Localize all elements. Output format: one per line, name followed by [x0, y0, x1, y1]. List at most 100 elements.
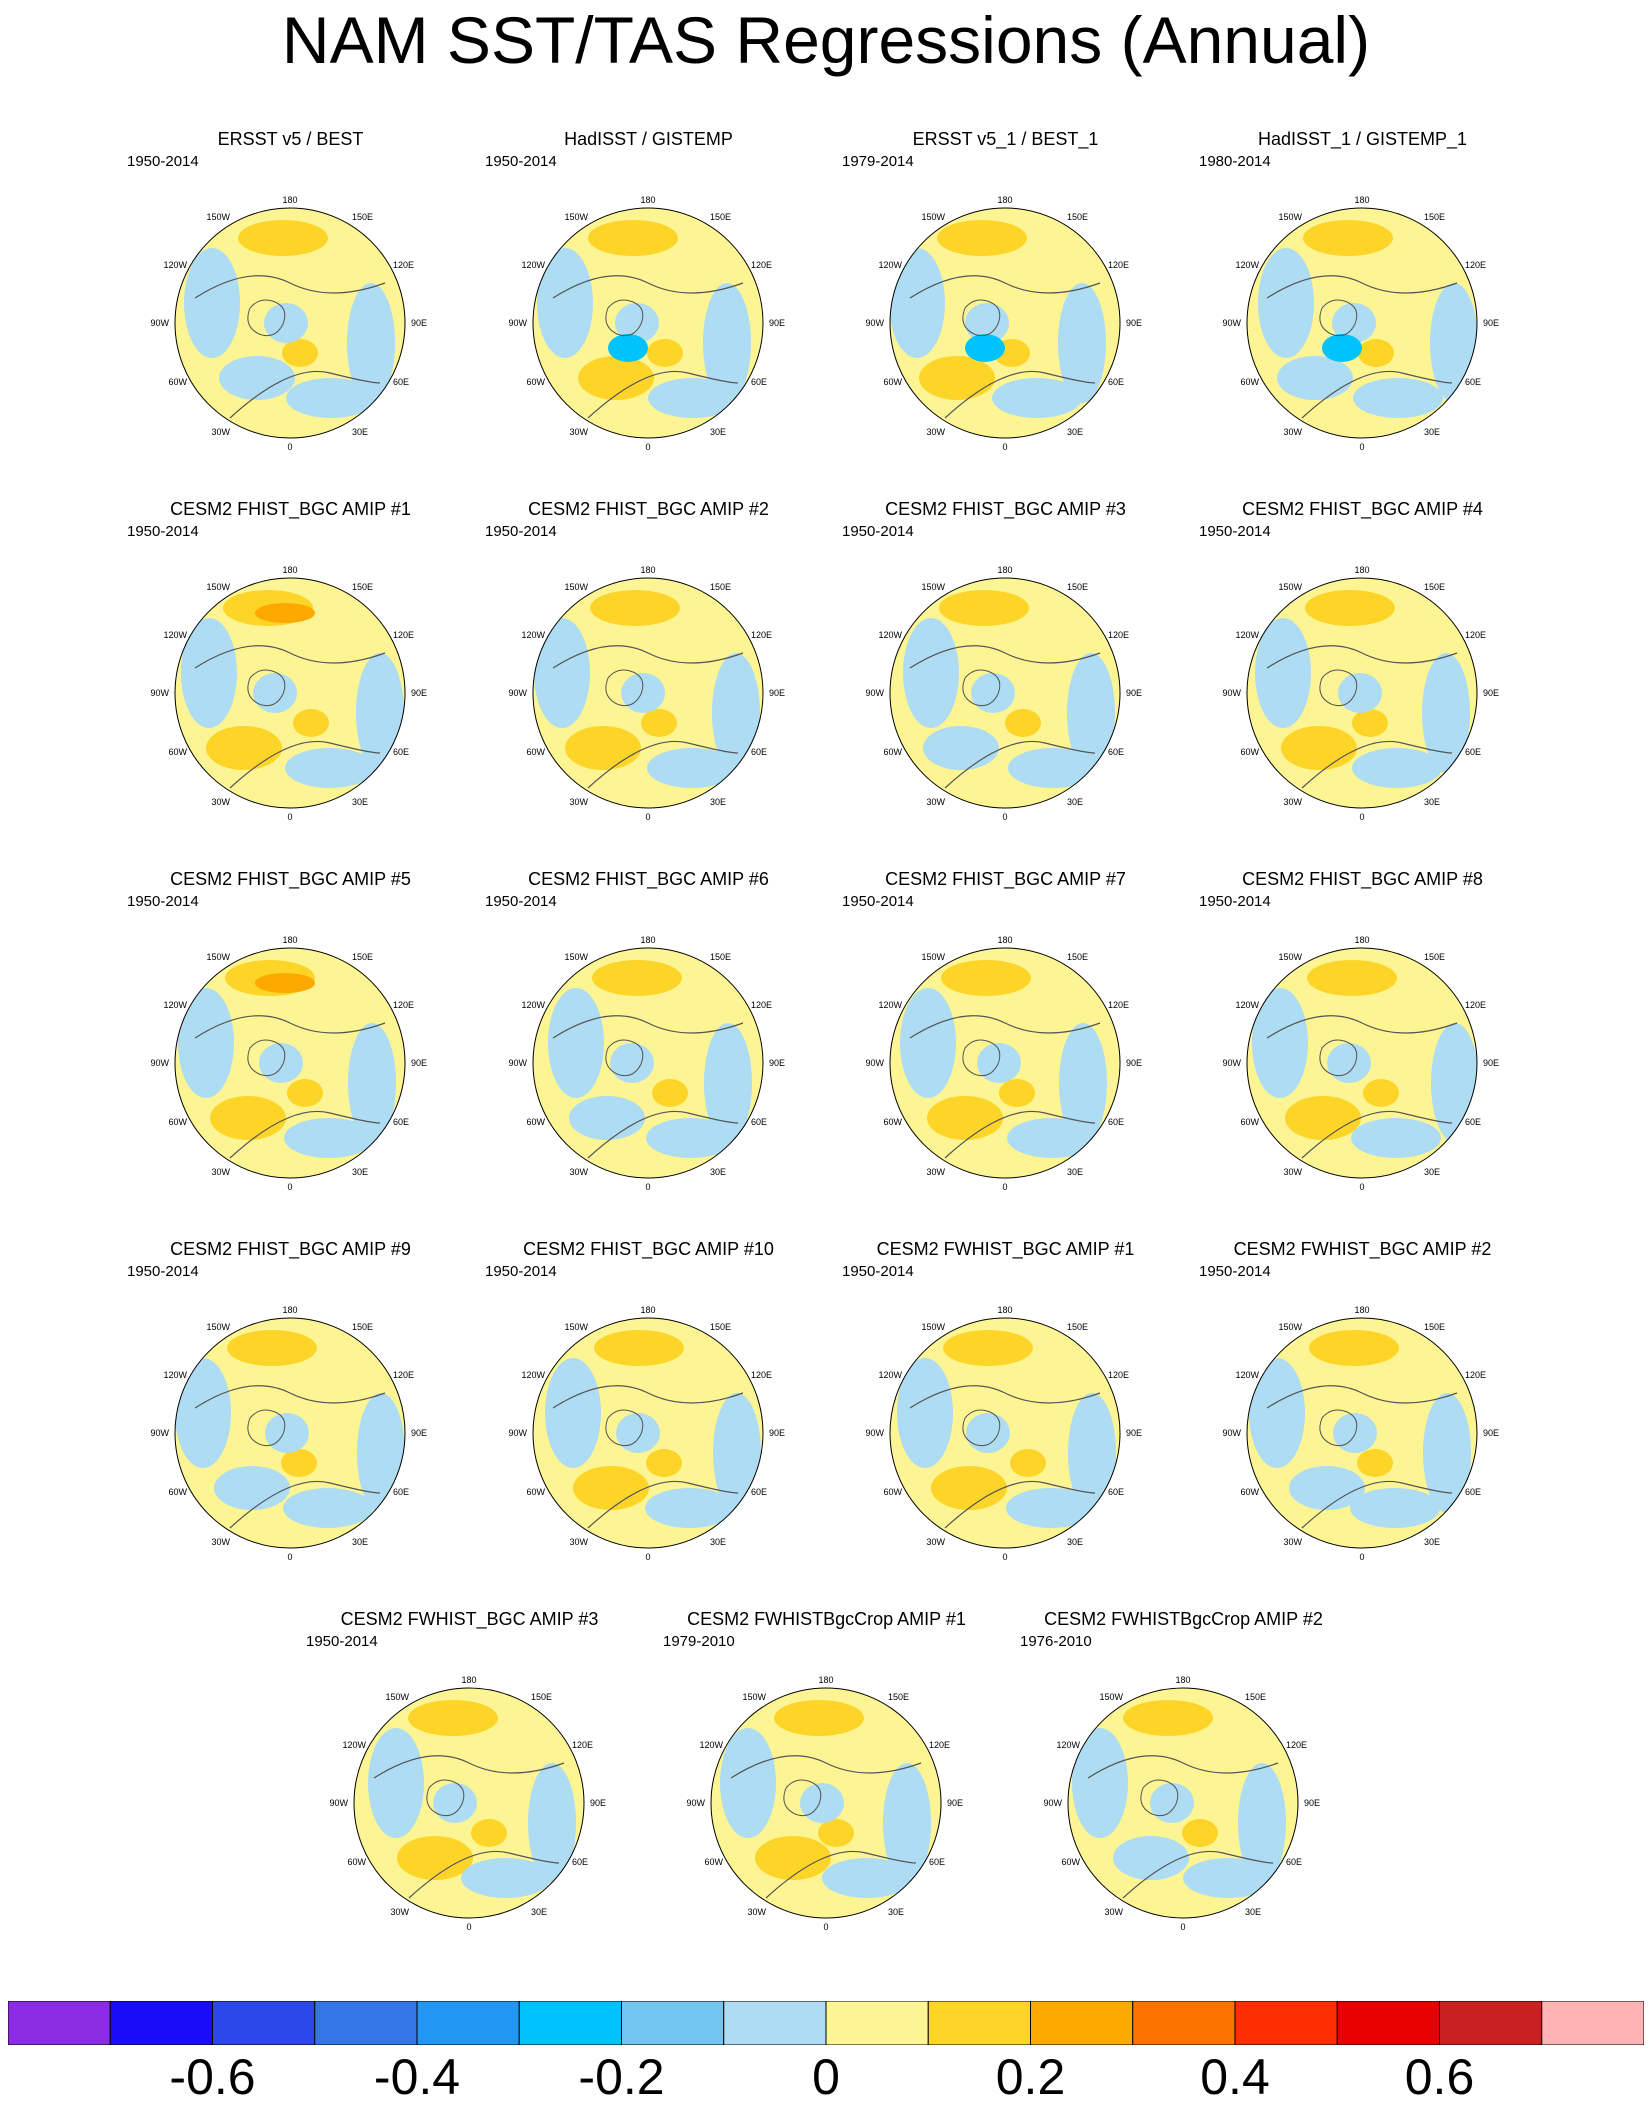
- longitude-label: 60E: [393, 747, 409, 757]
- color-bar-swatch: [825, 2001, 929, 2045]
- map-panel: CESM2 FWHIST_BGC AMIP #1 1950-2014 180 0 9…: [833, 1238, 1178, 1598]
- panel-years: 1950-2014: [127, 153, 199, 170]
- coastline: [552, 275, 744, 299]
- anomaly-patch: [652, 1079, 688, 1107]
- longitude-label: 180: [640, 195, 655, 205]
- longitude-label: 30W: [1283, 427, 1302, 437]
- coastline: [783, 1779, 822, 1817]
- anomaly-patch: [645, 1488, 735, 1528]
- longitude-label: 120E: [1108, 260, 1129, 270]
- anomaly-patch: [800, 1783, 844, 1823]
- longitude-label: 30E: [352, 1167, 368, 1177]
- coastline: [194, 1015, 386, 1039]
- anomaly-layer: [1072, 1700, 1286, 1898]
- anomaly-patch: [1352, 748, 1442, 788]
- anomaly-patch: [282, 339, 318, 367]
- anomaly-patch: [284, 1118, 374, 1158]
- anomaly-patch: [285, 748, 375, 788]
- longitude-label: 180: [997, 565, 1012, 575]
- map-border: [174, 947, 406, 1179]
- longitude-label: 120E: [1286, 1740, 1307, 1750]
- longitude-label: 60W: [526, 1487, 545, 1497]
- anomaly-patch: [1123, 1700, 1213, 1736]
- panel-years: 1950-2014: [127, 523, 199, 540]
- anomaly-patch: [594, 1330, 684, 1366]
- anomaly-patch: [287, 1079, 323, 1107]
- longitude-label: 60W: [168, 1117, 187, 1127]
- anomaly-patch: [238, 220, 328, 256]
- longitude-label: 150W: [921, 1322, 945, 1332]
- color-bar-swatch: [1234, 2001, 1338, 2045]
- coastline: [962, 669, 1001, 707]
- longitude-label: 120W: [342, 1740, 366, 1750]
- map-panel: CESM2 FHIST_BGC AMIP #10 1950-2014 180 0 9…: [476, 1238, 821, 1598]
- anomaly-patch: [1353, 378, 1443, 418]
- longitude-label: 0: [1002, 442, 1007, 452]
- map-panel: CESM2 FHIST_BGC AMIP #2 1950-2014 180 0 90…: [476, 498, 821, 858]
- longitude-label: 120W: [521, 1370, 545, 1380]
- longitude-label: 120E: [393, 1000, 414, 1010]
- longitude-label: 150W: [564, 1322, 588, 1332]
- panel-years: 1976-2010: [1020, 1633, 1092, 1650]
- coastline: [1140, 1779, 1179, 1817]
- anomaly-patch: [545, 1358, 601, 1468]
- anomaly-patch: [1322, 334, 1362, 362]
- longitude-label: 30W: [211, 1167, 230, 1177]
- longitude-label: 60E: [751, 377, 767, 387]
- coastline: [909, 1385, 1101, 1409]
- panel-title: CESM2 FHIST_BGC AMIP #2: [528, 499, 769, 519]
- anomaly-patch: [1303, 220, 1393, 256]
- polar-map: 180 0 90W 90E 150W 120W 150E 120E 60W 30W 60E 30E: [865, 1305, 1142, 1562]
- longitude-label: 60E: [1465, 747, 1481, 757]
- longitude-label: 90E: [1126, 1428, 1142, 1438]
- longitude-label: 30W: [1104, 1907, 1123, 1917]
- map-panel: ERSST v5 / BEST 1950-2014 180 0 90W 90E 150W…: [118, 128, 463, 488]
- panel-title: CESM2 FHIST_BGC AMIP #5: [170, 869, 411, 889]
- anomaly-patch: [1423, 1393, 1471, 1513]
- longitude-label: 90E: [769, 688, 785, 698]
- anomaly-layer: [897, 1330, 1116, 1528]
- anomaly-patch: [1358, 339, 1394, 367]
- color-bar-tick-label: -0.4: [373, 2049, 461, 2105]
- coastline: [1319, 299, 1358, 337]
- longitude-label: 120E: [393, 260, 414, 270]
- longitude-label: 0: [645, 1182, 650, 1192]
- longitude-label: 150E: [1067, 1322, 1088, 1332]
- anomaly-patch: [1305, 590, 1395, 626]
- anomaly-layer: [900, 960, 1107, 1158]
- longitude-label: 120W: [163, 260, 187, 270]
- longitude-label: 120E: [572, 1740, 593, 1750]
- longitude-label: 60W: [1240, 1487, 1259, 1497]
- color-bar-swatch: [109, 2001, 213, 2045]
- coastline: [247, 669, 286, 707]
- longitude-label: 0: [645, 812, 650, 822]
- map-border: [889, 577, 1121, 809]
- map-border: [1067, 1687, 1299, 1919]
- anomaly-patch: [897, 1358, 953, 1468]
- coastline: [944, 740, 1096, 789]
- longitude-label: 120W: [163, 1000, 187, 1010]
- anomaly-patch: [822, 1858, 912, 1898]
- longitude-label: 30E: [710, 1167, 726, 1177]
- panel-years: 1950-2014: [127, 893, 199, 910]
- longitude-label: 150W: [206, 952, 230, 962]
- anomaly-patch: [1068, 1393, 1116, 1513]
- longitude-label: 90E: [769, 1428, 785, 1438]
- anomaly-patch: [578, 356, 654, 400]
- longitude-label: 60W: [1240, 1117, 1259, 1127]
- coastline: [605, 299, 644, 337]
- longitude-label: 120W: [878, 630, 902, 640]
- panel-years: 1950-2014: [485, 153, 557, 170]
- anomaly-layer: [184, 220, 395, 418]
- anomaly-layer: [534, 590, 760, 788]
- longitude-label: 120W: [699, 1740, 723, 1750]
- longitude-label: 180: [1354, 195, 1369, 205]
- anomaly-patch: [1258, 248, 1314, 358]
- anomaly-patch: [397, 1836, 473, 1880]
- coastline: [194, 1385, 386, 1409]
- longitude-label: 150E: [352, 952, 373, 962]
- longitude-label: 150W: [921, 212, 945, 222]
- map-panel: CESM2 FHIST_BGC AMIP #9 1950-2014 180 0 90…: [118, 1238, 463, 1598]
- anomaly-patch: [408, 1700, 498, 1736]
- anomaly-patch: [178, 988, 234, 1098]
